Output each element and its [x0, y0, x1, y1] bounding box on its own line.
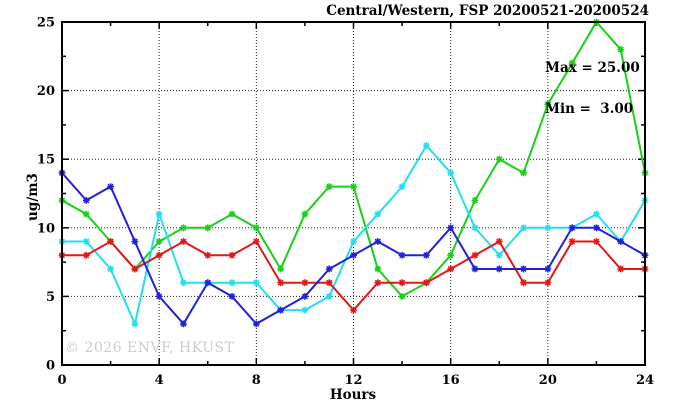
- x-axis-label: Hours: [329, 387, 377, 403]
- chart-title: Central/Western, FSP 20200521-20200524: [326, 3, 649, 19]
- x-tick-label: 12: [344, 373, 362, 388]
- x-tick-label: 16: [442, 373, 460, 388]
- y-tick-label: 25: [37, 16, 55, 31]
- x-tick-label: 4: [155, 373, 164, 388]
- x-tick-label: 24: [636, 373, 654, 388]
- y-tick-label: 15: [37, 153, 55, 168]
- plot-frame: [61, 21, 646, 366]
- x-tick-label: 20: [539, 373, 557, 388]
- y-tick-label: 5: [46, 290, 55, 305]
- min-value-label: Min = 3.00: [545, 100, 634, 117]
- x-tick-label: 0: [57, 373, 66, 388]
- y-tick-label: 20: [37, 84, 55, 99]
- max-min-annotation: Max = 25.00 Min = 3.00: [545, 35, 640, 143]
- watermark: © 2026 ENVF, HKUST: [65, 340, 235, 356]
- y-axis-label: ug/m3: [25, 173, 41, 221]
- max-value-label: Max = 25.00: [545, 60, 640, 76]
- y-tick-label: 10: [37, 221, 55, 236]
- x-tick-label: 8: [252, 373, 261, 388]
- y-tick-label: 0: [46, 359, 55, 374]
